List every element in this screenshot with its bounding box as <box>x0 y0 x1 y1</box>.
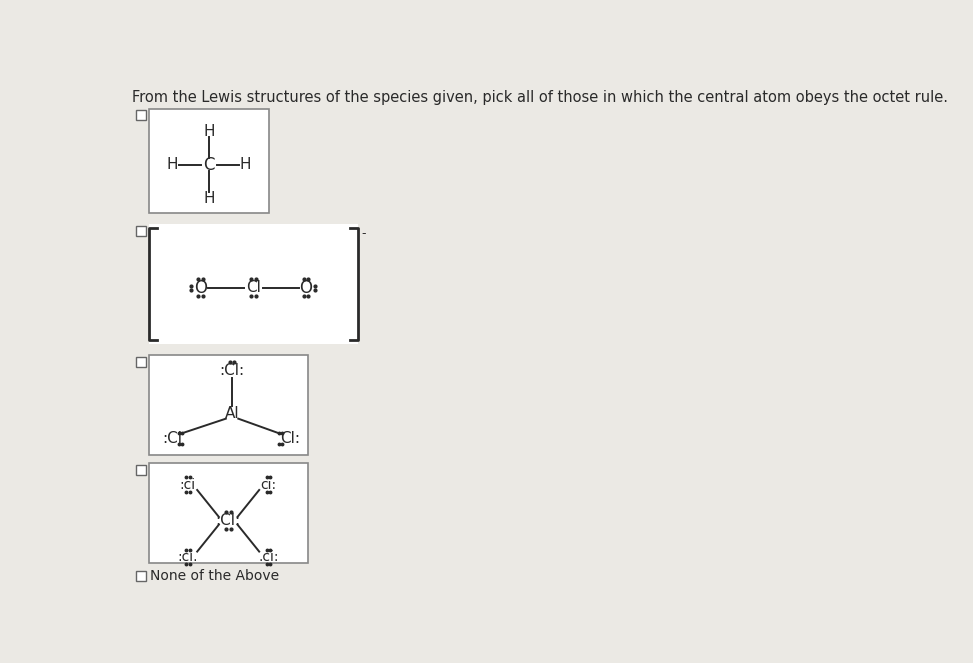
Text: Cl: Cl <box>246 280 261 295</box>
Text: :Cl:: :Cl: <box>216 513 240 528</box>
Text: :ci.: :ci. <box>178 550 198 564</box>
Text: .ci:: .ci: <box>258 550 278 564</box>
Text: -: - <box>361 227 366 239</box>
Bar <box>135 571 146 581</box>
Text: From the Lewis structures of the species given, pick all of those in which the c: From the Lewis structures of the species… <box>132 90 949 105</box>
Text: ci:: ci: <box>261 477 276 491</box>
Text: H: H <box>166 157 178 172</box>
Bar <box>149 224 358 343</box>
Text: Cl:: Cl: <box>280 431 301 446</box>
Bar <box>135 110 146 121</box>
Text: None of the Above: None of the Above <box>150 569 278 583</box>
Bar <box>149 109 269 213</box>
Bar <box>135 357 146 367</box>
Text: :ci: :ci <box>180 477 196 491</box>
Text: :Cl:: :Cl: <box>220 363 244 378</box>
Text: H: H <box>203 190 215 206</box>
Bar <box>135 465 146 475</box>
Text: :Cl: :Cl <box>162 431 182 446</box>
Text: O: O <box>195 279 207 297</box>
Text: H: H <box>240 157 251 172</box>
Bar <box>135 226 146 236</box>
Text: C: C <box>203 156 215 174</box>
Text: Al: Al <box>225 406 239 421</box>
Text: O: O <box>300 279 312 297</box>
Bar <box>149 463 307 563</box>
Text: H: H <box>203 124 215 139</box>
Bar <box>149 355 307 455</box>
